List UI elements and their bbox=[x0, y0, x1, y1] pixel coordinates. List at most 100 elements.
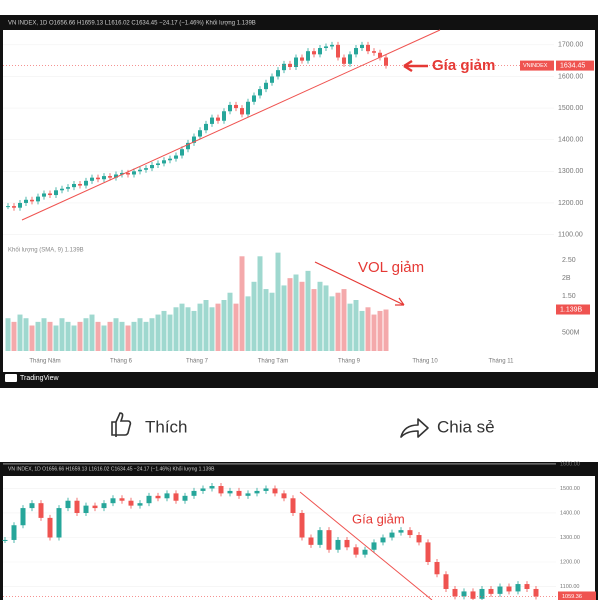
volume-bar bbox=[71, 325, 77, 351]
annotation: Gía giảm bbox=[352, 511, 405, 526]
candle bbox=[84, 180, 88, 186]
candle bbox=[38, 503, 44, 518]
candle bbox=[110, 498, 116, 504]
volume-bar bbox=[167, 314, 173, 351]
y-tick-label: 1100.00 bbox=[558, 231, 583, 238]
volume-bar bbox=[305, 270, 311, 351]
volume-bar bbox=[221, 300, 227, 351]
candle bbox=[246, 101, 250, 115]
candle bbox=[335, 539, 341, 550]
candle bbox=[83, 505, 89, 513]
volume-bar bbox=[335, 292, 341, 351]
candle bbox=[515, 584, 521, 592]
volume-bar bbox=[197, 303, 203, 351]
candle bbox=[416, 535, 422, 543]
candle bbox=[443, 574, 449, 589]
candle bbox=[102, 176, 106, 180]
price-badge-label: 1059.36 bbox=[562, 594, 582, 600]
candle bbox=[180, 149, 184, 156]
candle bbox=[258, 89, 262, 96]
candle bbox=[524, 584, 530, 589]
volume-bar bbox=[209, 307, 215, 351]
candle bbox=[48, 193, 52, 196]
y-tick-label: 1400.00 bbox=[560, 510, 580, 516]
candle bbox=[96, 177, 100, 180]
candle bbox=[66, 187, 70, 189]
volume-bar bbox=[77, 321, 83, 351]
candle bbox=[164, 493, 170, 499]
candle bbox=[270, 76, 274, 83]
annotation: VOL giảm bbox=[358, 259, 424, 276]
candle bbox=[162, 160, 166, 164]
candle bbox=[60, 188, 64, 191]
candle bbox=[344, 539, 350, 548]
arrow bbox=[314, 261, 405, 306]
candle bbox=[372, 51, 376, 53]
candle bbox=[533, 588, 539, 597]
volume-bar bbox=[365, 307, 371, 351]
volume-bar bbox=[35, 321, 41, 351]
volume-bar bbox=[347, 303, 353, 351]
share-button[interactable]: Chia sẻ bbox=[400, 417, 495, 438]
candle bbox=[128, 500, 134, 506]
candle bbox=[290, 498, 296, 513]
candle bbox=[264, 82, 268, 90]
volume-bar bbox=[113, 318, 119, 351]
candle bbox=[398, 530, 404, 533]
x-tick-label: Tháng 6 bbox=[110, 359, 133, 365]
x-tick-label: Tháng 7 bbox=[186, 359, 209, 365]
volume-bar bbox=[5, 318, 11, 351]
candle bbox=[362, 549, 368, 555]
candle bbox=[138, 169, 142, 172]
candle bbox=[24, 199, 28, 203]
candle bbox=[30, 199, 34, 202]
x-tick-label: Tháng 10 bbox=[412, 359, 438, 365]
volume-bar bbox=[137, 318, 143, 351]
volume-bar bbox=[371, 314, 377, 351]
like-button[interactable]: Thích bbox=[111, 412, 188, 437]
y-tick-label: 1200.00 bbox=[558, 200, 583, 207]
volume-bar bbox=[149, 318, 155, 351]
candle bbox=[360, 44, 364, 49]
volume-bar bbox=[227, 292, 233, 351]
volume-bar bbox=[203, 300, 209, 351]
candle bbox=[36, 196, 40, 202]
candle bbox=[108, 176, 112, 178]
y-tick-label: 1600.00 bbox=[560, 461, 580, 467]
candle bbox=[488, 588, 494, 594]
candle bbox=[6, 206, 10, 208]
like-label: Thích bbox=[145, 417, 188, 436]
candle bbox=[434, 562, 440, 575]
candle bbox=[281, 493, 287, 499]
volume-bar bbox=[359, 310, 365, 351]
trend-line bbox=[299, 491, 433, 600]
y-tick-label: 1300.00 bbox=[560, 535, 580, 541]
candle bbox=[90, 177, 94, 181]
candle bbox=[326, 530, 332, 550]
candle bbox=[47, 517, 53, 538]
volume-bar bbox=[329, 296, 335, 351]
volume-bar bbox=[299, 281, 305, 351]
candle bbox=[209, 486, 215, 489]
candle bbox=[497, 586, 503, 594]
candle bbox=[236, 490, 242, 496]
volume-header: Khối lượng (SMA, 9) 1.139B bbox=[8, 248, 84, 254]
volume-bar bbox=[95, 321, 101, 351]
candle bbox=[252, 95, 256, 102]
y-tick-label: 1400.00 bbox=[558, 137, 583, 144]
candle bbox=[210, 117, 214, 124]
candle bbox=[222, 111, 226, 121]
chart-header: VN INDEX, 1D O1656.66 H1659.13 L1616.02 … bbox=[8, 466, 215, 472]
y-tick-label: 1100.00 bbox=[560, 584, 579, 590]
candle bbox=[366, 44, 370, 52]
volume-bar bbox=[245, 296, 251, 351]
volume-bar bbox=[311, 289, 317, 351]
candle bbox=[18, 202, 22, 208]
candle bbox=[101, 503, 107, 509]
volume-badge bbox=[556, 304, 590, 315]
candle bbox=[65, 500, 71, 509]
volume-bar bbox=[29, 325, 35, 351]
volume-bar bbox=[191, 310, 197, 351]
candle bbox=[72, 183, 76, 188]
